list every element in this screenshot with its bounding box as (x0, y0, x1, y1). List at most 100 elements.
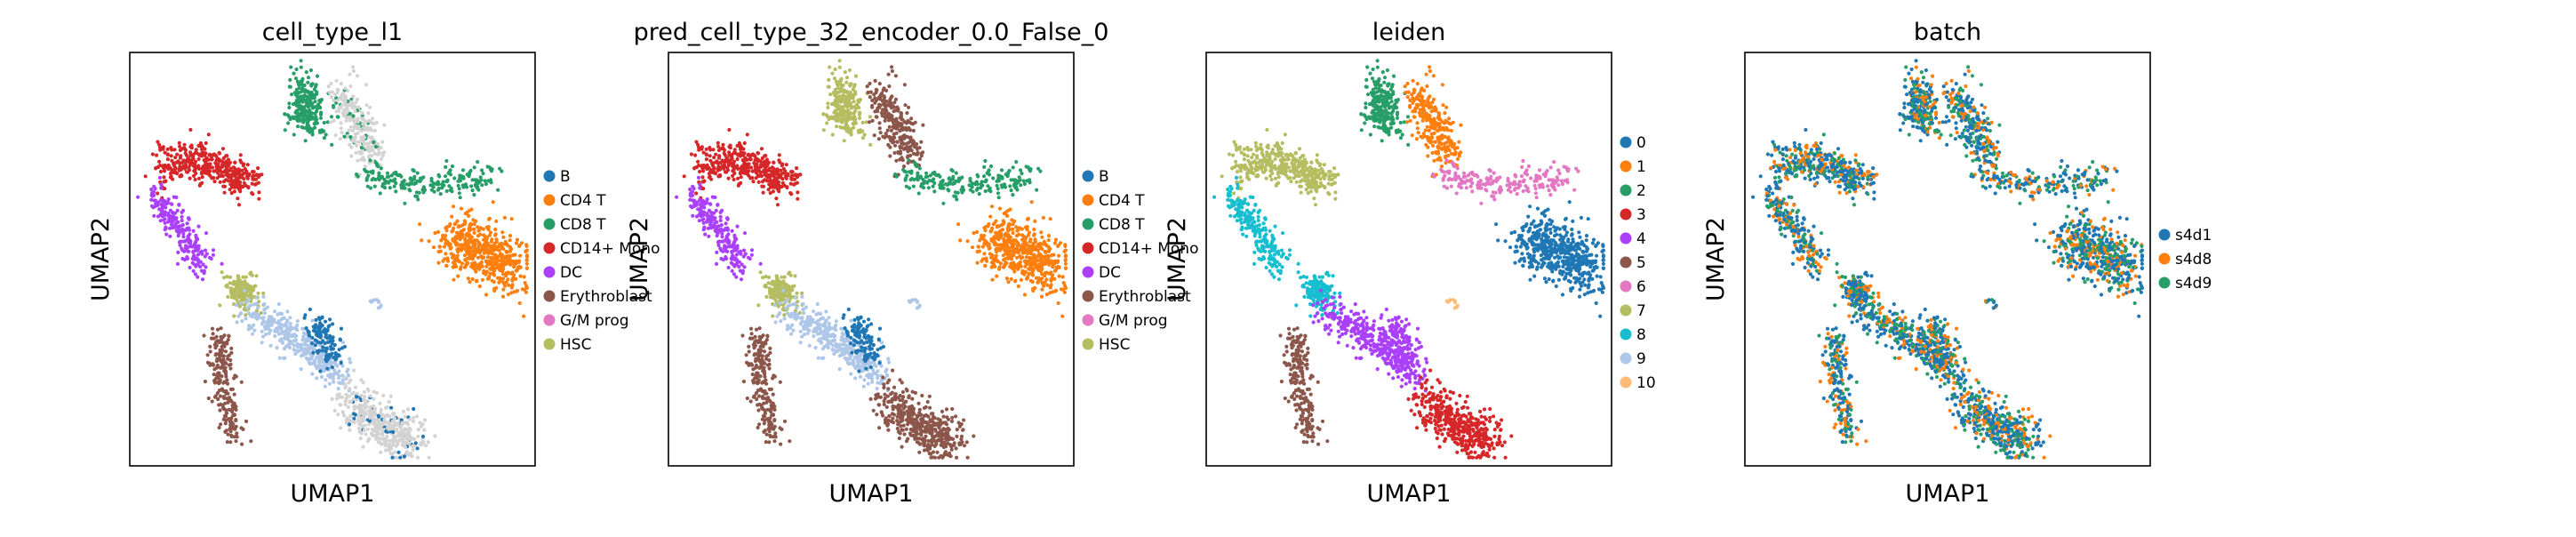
data-point (244, 300, 249, 304)
data-point (323, 319, 328, 324)
data-point (412, 169, 416, 173)
data-point (496, 188, 500, 192)
data-point (165, 157, 170, 162)
data-point (292, 339, 297, 343)
data-point (703, 232, 708, 236)
data-point (261, 334, 266, 339)
data-point (299, 97, 303, 101)
data-point (950, 177, 956, 181)
data-point (179, 228, 183, 233)
data-point (164, 226, 168, 231)
data-point (261, 294, 266, 299)
data-point (485, 241, 490, 245)
data-point (482, 237, 486, 242)
data-point (436, 260, 441, 265)
data-point (441, 233, 445, 238)
data-point (242, 296, 246, 301)
data-point (723, 244, 727, 248)
data-point (359, 378, 364, 382)
data-point (522, 314, 526, 318)
data-point (370, 409, 374, 413)
data-point (165, 147, 170, 151)
data-point (175, 152, 180, 156)
data-point (708, 148, 713, 152)
data-point (427, 455, 431, 460)
data-point (988, 214, 993, 219)
data-point (1022, 293, 1028, 297)
data-point (223, 389, 228, 394)
data-point (244, 313, 248, 317)
data-point (292, 91, 297, 95)
data-point (216, 352, 220, 357)
data-point (789, 170, 794, 174)
data-point (1058, 241, 1062, 245)
data-point (1036, 279, 1041, 284)
data-point (295, 349, 300, 353)
data-point (232, 376, 236, 381)
data-point (524, 258, 530, 262)
data-point (689, 152, 694, 156)
data-point (339, 360, 343, 365)
data-point (304, 117, 308, 122)
data-point (244, 183, 248, 188)
data-point (314, 317, 318, 322)
data-point (702, 226, 707, 231)
data-point (222, 381, 227, 385)
data-point (1009, 188, 1013, 193)
data-point (856, 105, 860, 109)
data-point (780, 275, 784, 279)
data-point (360, 111, 364, 116)
data-point (170, 148, 174, 152)
data-point (342, 344, 347, 349)
data-point (368, 405, 372, 410)
data-point (761, 184, 766, 188)
data-point (355, 97, 360, 101)
data-point (454, 243, 459, 247)
data-point (346, 88, 350, 92)
data-point (763, 161, 767, 165)
data-point (381, 393, 386, 398)
data-point (227, 333, 231, 338)
data-point (229, 191, 234, 196)
data-point (404, 450, 409, 454)
data-point (218, 303, 222, 308)
data-point (478, 232, 483, 236)
data-point (450, 214, 454, 219)
data-point (349, 145, 354, 149)
data-point (517, 259, 522, 263)
legend-label: DC (560, 264, 582, 282)
data-point (241, 427, 245, 431)
data-point (1015, 265, 1020, 269)
data-point (288, 325, 293, 329)
data-point (377, 436, 381, 441)
data-point (472, 165, 476, 170)
data-point (387, 174, 391, 179)
data-point (789, 192, 794, 196)
data-point (364, 399, 370, 404)
data-point (348, 135, 353, 140)
data-point (868, 142, 873, 147)
data-point (1036, 248, 1040, 252)
data-point (396, 432, 401, 437)
data-point (508, 247, 513, 252)
data-point (215, 176, 220, 180)
data-point (291, 115, 295, 119)
data-point (182, 142, 187, 147)
x-axis-label: UMAP1 (291, 480, 375, 508)
data-point (947, 188, 951, 193)
data-point (235, 286, 239, 291)
data-point (698, 213, 703, 218)
data-point (413, 194, 418, 198)
data-point (743, 157, 748, 162)
data-point (1013, 279, 1018, 284)
data-point (166, 212, 171, 216)
data-point (157, 159, 162, 164)
data-point (1032, 232, 1036, 236)
data-point (508, 238, 512, 243)
data-point (177, 140, 181, 145)
data-point (165, 152, 170, 156)
data-point (239, 301, 244, 306)
data-point (372, 140, 376, 145)
data-point (907, 158, 911, 163)
data-point (760, 180, 765, 184)
